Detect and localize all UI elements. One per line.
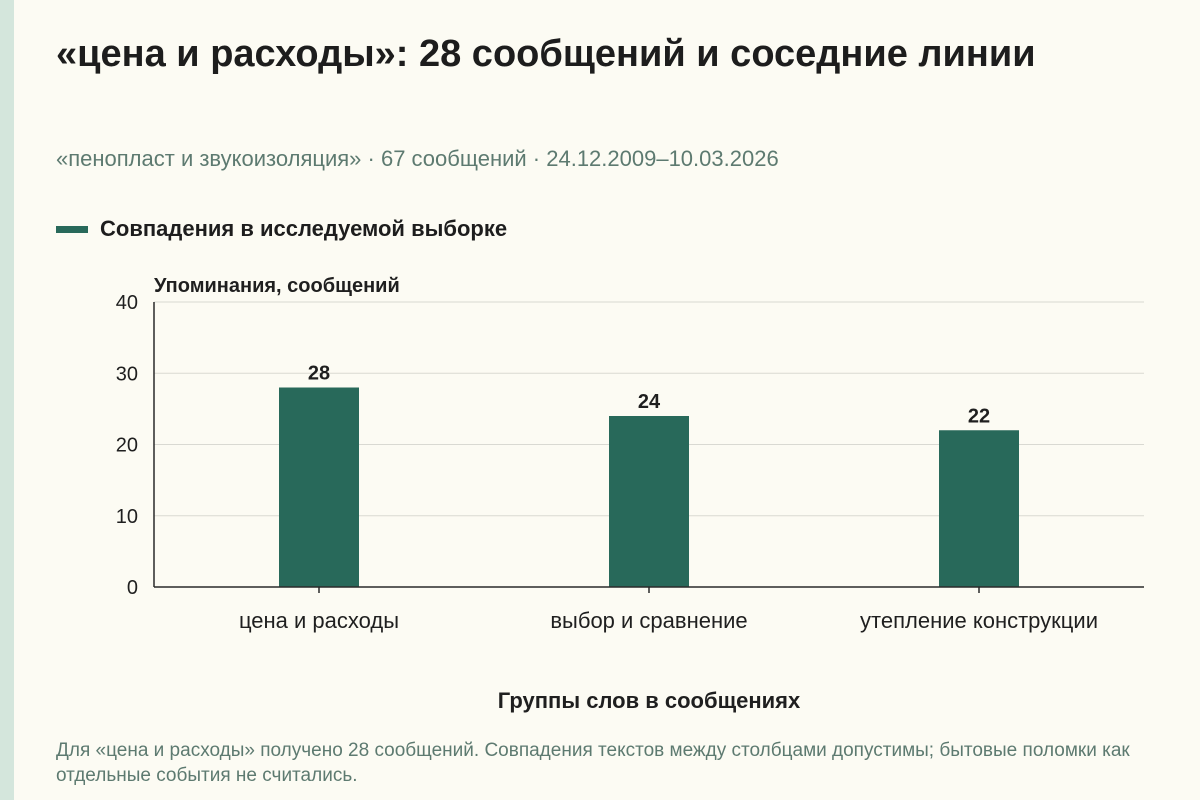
y-axis-title: Упоминания, сообщений xyxy=(154,275,400,297)
bar xyxy=(939,430,1019,587)
bar-layer xyxy=(279,387,1019,587)
y-tick-label: 30 xyxy=(116,363,138,385)
bar-value-label: 22 xyxy=(968,405,990,427)
x-tick-label: цена и расходы xyxy=(239,608,399,633)
legend-label: Совпадения в исследуемой выборке xyxy=(100,216,508,241)
x-tick-label: утепление конструкции xyxy=(860,608,1098,633)
bar-value-label: 28 xyxy=(308,363,330,385)
left-accent-strip xyxy=(0,0,14,800)
y-tick-label: 40 xyxy=(116,292,138,314)
footnote: Для «цена и расходы» получено 28 сообщен… xyxy=(56,740,1130,786)
bar-value-label: 24 xyxy=(638,391,661,413)
y-tick-label: 10 xyxy=(116,506,138,528)
x-axis-title: Группы слов в сообщениях xyxy=(498,688,801,713)
y-tick-label: 0 xyxy=(127,577,138,599)
bar xyxy=(279,387,359,587)
y-tick-label: 20 xyxy=(116,435,138,457)
x-tick-label: выбор и сравнение xyxy=(550,608,747,633)
chart-title: «цена и расходы»: 28 сообщений и соседни… xyxy=(56,33,1036,75)
legend-swatch xyxy=(56,225,88,233)
legend: Совпадения в исследуемой выборке xyxy=(56,216,507,242)
bar xyxy=(609,416,689,587)
chart-subtitle: «пенопласт и звукоизоляция» · 67 сообщен… xyxy=(56,146,779,171)
axis-layer xyxy=(153,302,1144,593)
label-layer: 0 10 20 30 40 28 цена и расходы 24 выбор и сравн… xyxy=(116,292,1098,633)
